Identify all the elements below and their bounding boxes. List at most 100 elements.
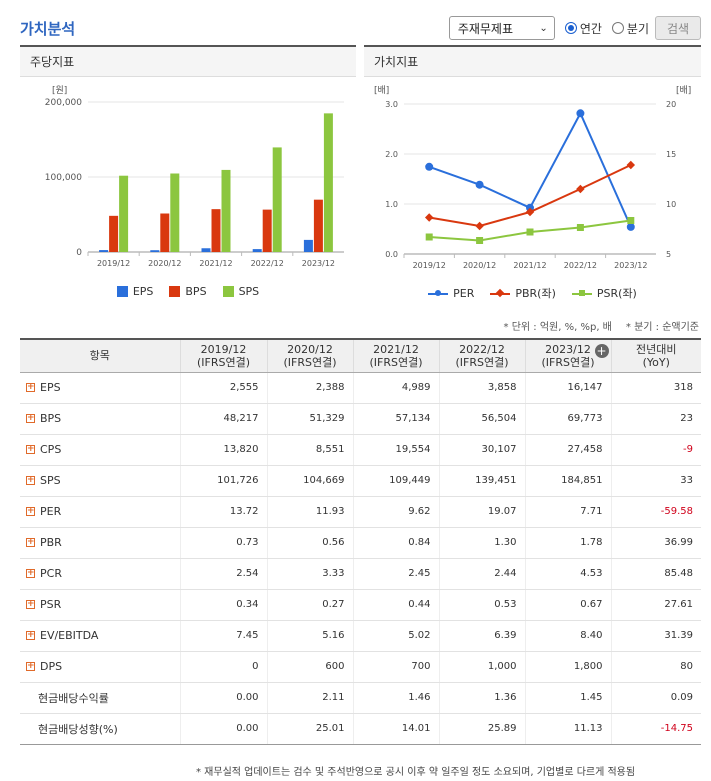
row-label-text: PER <box>40 505 62 518</box>
row-label-cell[interactable]: + CPS <box>20 434 180 466</box>
expand-plus-icon[interactable]: + <box>26 506 35 516</box>
legend-item[interactable]: PBR(좌) <box>490 285 556 301</box>
expand-plus-icon[interactable]: + <box>26 630 35 640</box>
value-cell: 2,388 <box>266 372 353 404</box>
table-row: + EV/EBITDA 7.45 5.16 5.02 6.39 8.40 31.39 <box>20 620 701 652</box>
search-button[interactable]: 검색 <box>655 16 701 40</box>
row-label-cell[interactable]: + SPS <box>20 465 180 497</box>
yoy-cell: 33 <box>610 465 701 497</box>
add-column-icon[interactable]: + <box>594 344 609 358</box>
value-cell: 0.34 <box>179 589 267 621</box>
row-label[interactable]: + PSR <box>26 598 61 611</box>
row-label-cell[interactable]: + EPS <box>20 372 180 404</box>
row-label-cell[interactable]: + BPS <box>20 403 180 435</box>
per-share-panel-title: 주당지표 <box>20 47 356 77</box>
row-label-cell[interactable]: + PSR <box>20 589 180 621</box>
x-tick-label: 2023/12 <box>614 261 647 270</box>
expand-plus-icon[interactable]: + <box>26 382 35 392</box>
row-label-text: EV/EBITDA <box>40 629 99 642</box>
table-body: + EPS 2,555 2,388 4,989 3,858 16,147 318 + BPS 48,… <box>20 372 701 745</box>
legend-item[interactable]: SPS <box>222 285 259 298</box>
value-cell: 1,800 <box>524 651 611 683</box>
point-pbr <box>475 221 484 231</box>
row-label[interactable]: + CPS <box>26 443 61 456</box>
row-label[interactable]: + PCR <box>26 567 62 580</box>
value-cell: 7.71 <box>524 496 611 528</box>
expand-plus-icon[interactable]: + <box>26 568 35 578</box>
point-per <box>475 180 484 189</box>
point-per <box>425 162 434 171</box>
header-line1: 전년대비 <box>636 342 677 356</box>
expand-plus-icon[interactable]: + <box>26 475 35 485</box>
page-title: 가치분석 <box>20 20 76 38</box>
legend-label: EPS <box>132 285 154 298</box>
value-cell: 0.84 <box>352 527 439 559</box>
header-item: 항목 <box>20 338 180 373</box>
y-tick-left-label: 2.0 <box>385 150 398 159</box>
expand-plus-icon[interactable]: + <box>26 661 35 671</box>
statement-select[interactable]: 주재무제표 ⌄ <box>448 16 555 40</box>
value-cell: 0.56 <box>266 527 353 559</box>
row-label[interactable]: + SPS <box>26 474 61 487</box>
radio-quarter-dot[interactable] <box>611 22 624 34</box>
bar-bps <box>262 209 272 252</box>
yoy-cell: -59.58 <box>610 496 701 528</box>
row-label[interactable]: + EV/EBITDA <box>26 629 98 642</box>
y-tick-left-label: 3.0 <box>385 100 398 109</box>
row-label[interactable]: + PBR <box>26 536 62 549</box>
row-label[interactable]: + DPS <box>26 660 62 673</box>
yoy-cell: -9 <box>610 434 701 466</box>
value-cell: 27,458 <box>524 434 611 466</box>
row-label-cell[interactable]: + PCR <box>20 558 180 590</box>
expand-plus-icon[interactable]: + <box>26 599 35 609</box>
table-row: + PSR 0.34 0.27 0.44 0.53 0.67 27.61 <box>20 589 701 621</box>
legend-item[interactable]: PER <box>428 285 474 301</box>
value-cell: 600 <box>266 651 353 683</box>
yoy-cell: -14.75 <box>610 713 701 745</box>
legend-swatch <box>222 286 234 297</box>
row-label-cell[interactable]: + DPS <box>20 651 180 683</box>
x-tick-label: 2022/12 <box>564 261 597 270</box>
expand-plus-icon[interactable]: + <box>26 413 35 423</box>
legend-label: PER <box>453 286 475 300</box>
row-label[interactable]: + EPS <box>26 381 61 394</box>
bar-eps <box>99 250 109 252</box>
value-cell: 19.07 <box>438 496 525 528</box>
y-axis-label: [원] <box>52 85 67 96</box>
radio-annual[interactable]: 연간 <box>564 20 602 37</box>
line-pbr <box>429 164 632 228</box>
y-tick-label: 100,000 <box>45 173 82 183</box>
radio-annual-dot[interactable] <box>564 22 577 34</box>
value-cell: 2.54 <box>179 558 267 590</box>
yoy-cell: 0.09 <box>610 682 701 714</box>
legend-item[interactable]: PSR(좌) <box>571 285 637 301</box>
row-label-cell[interactable]: + PBR <box>20 527 180 559</box>
point-psr <box>627 217 635 224</box>
valuation-table: 항목 2019/12 (IFRS연결) 2020/12 (IFRS연결) 2021/12(… <box>20 338 701 745</box>
expand-plus-icon[interactable]: + <box>26 444 35 454</box>
row-label-cell[interactable]: + PER <box>20 496 180 528</box>
table-row: 현금배당성향(%) 0.00 25.01 14.01 25.89 11.13 -14.75 <box>20 713 701 745</box>
y-axis-right-label: [배] <box>676 85 691 96</box>
value-cell: 48,217 <box>179 403 267 435</box>
header-line1: 2023/12 <box>545 342 591 356</box>
expand-plus-icon[interactable]: + <box>26 537 35 547</box>
legend-item[interactable]: BPS <box>169 285 207 298</box>
value-cell: 0.67 <box>524 589 611 621</box>
row-label-text: BPS <box>40 412 62 425</box>
row-label-text: PSR <box>40 598 62 611</box>
row-label-cell[interactable]: + EV/EBITDA <box>20 620 180 652</box>
row-label[interactable]: + BPS <box>26 412 61 425</box>
value-cell: 0 <box>179 651 267 683</box>
value-cell: 0.27 <box>266 589 353 621</box>
radio-annual-label: 연간 <box>579 21 602 36</box>
yoy-cell: 36.99 <box>610 527 701 559</box>
value-cell: 7.45 <box>179 620 267 652</box>
legend-swatch <box>490 288 511 299</box>
legend-item[interactable]: EPS <box>116 285 154 298</box>
value-cell: 16,147 <box>524 372 611 404</box>
value-cell: 5.02 <box>352 620 439 652</box>
radio-quarter[interactable]: 분기 <box>611 20 649 37</box>
x-tick-label: 2019/12 <box>97 259 130 268</box>
row-label[interactable]: + PER <box>26 505 61 518</box>
